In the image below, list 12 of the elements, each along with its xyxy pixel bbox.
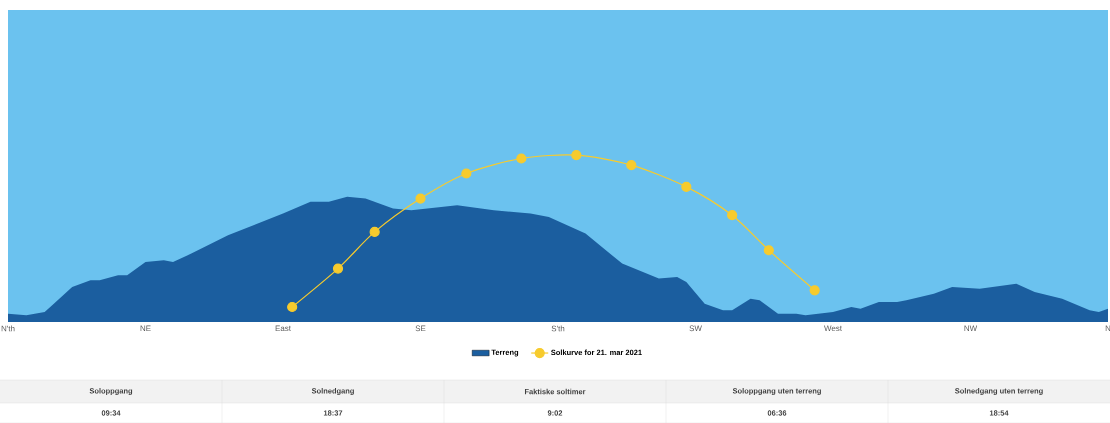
- point: [626, 160, 637, 171]
- point: [681, 181, 692, 192]
- point: [461, 168, 472, 179]
- point: [516, 153, 527, 164]
- point: [369, 226, 380, 237]
- point: [415, 193, 426, 204]
- point: [332, 263, 344, 274]
- point: [727, 210, 738, 221]
- point: [809, 285, 820, 296]
- point: [571, 150, 582, 161]
- point: [763, 245, 774, 256]
- point: [287, 301, 298, 313]
